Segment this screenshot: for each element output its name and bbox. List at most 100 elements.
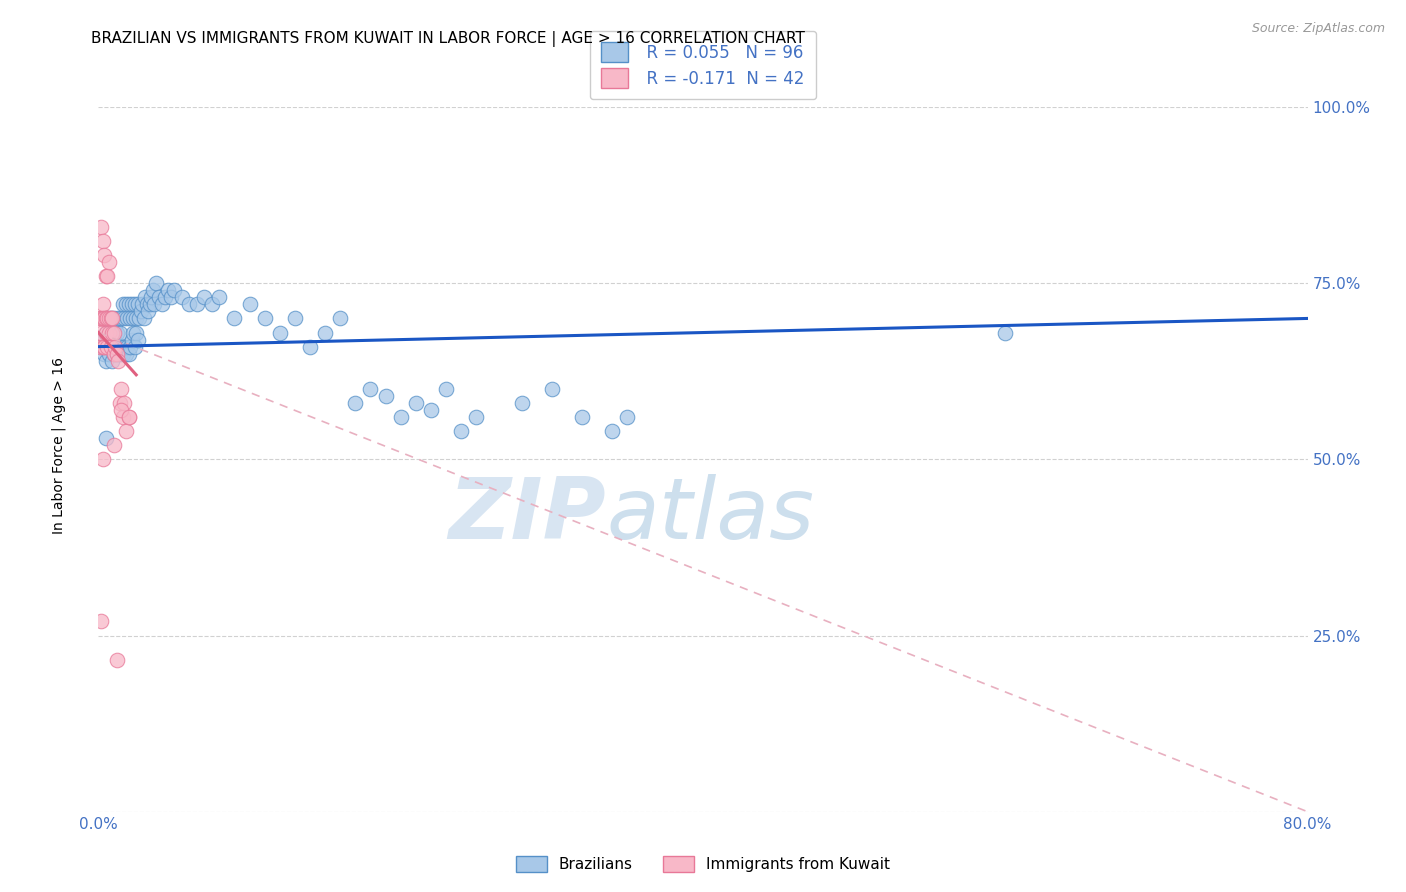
Point <box>186 297 208 311</box>
Point <box>90 340 112 354</box>
Point <box>89 311 111 326</box>
Text: atlas: atlas <box>606 475 814 558</box>
Point <box>91 311 114 326</box>
Text: BRAZILIAN VS IMMIGRANTS FROM KUWAIT IN LABOR FORCE | AGE > 16 CORRELATION CHART: BRAZILIAN VS IMMIGRANTS FROM KUWAIT IN L… <box>91 31 806 47</box>
Point <box>93 311 115 326</box>
Point <box>111 410 134 425</box>
Point <box>104 318 127 333</box>
Point <box>405 396 427 410</box>
Point <box>201 297 224 311</box>
Point <box>145 277 167 291</box>
Point <box>269 326 291 340</box>
Point <box>91 234 114 248</box>
Point <box>616 410 638 425</box>
Point <box>93 340 115 354</box>
Point <box>96 340 118 354</box>
Point <box>103 333 125 347</box>
Point <box>239 297 262 311</box>
Legend:   R = 0.055   N = 96,   R = -0.171  N = 42: R = 0.055 N = 96, R = -0.171 N = 42 <box>589 31 817 99</box>
Point <box>98 346 121 360</box>
Point <box>105 653 128 667</box>
Point <box>127 297 149 311</box>
Point <box>179 297 201 311</box>
Point <box>94 353 117 368</box>
Point <box>110 340 132 354</box>
Point <box>103 438 125 452</box>
Point <box>115 340 138 354</box>
Point <box>105 326 128 340</box>
Point <box>389 410 412 425</box>
Point <box>111 297 134 311</box>
Point <box>994 326 1017 340</box>
Point <box>94 431 117 445</box>
Point <box>90 326 112 340</box>
Point <box>284 311 307 326</box>
Point <box>374 389 396 403</box>
Point <box>98 311 121 326</box>
Point <box>103 346 125 360</box>
Point <box>360 382 382 396</box>
Point <box>139 297 162 311</box>
Point <box>114 297 136 311</box>
Point <box>94 326 117 340</box>
Point <box>100 340 122 354</box>
Point <box>93 248 115 262</box>
Point <box>193 290 215 304</box>
Point <box>108 346 131 360</box>
Point <box>105 346 128 360</box>
Point <box>112 396 135 410</box>
Point <box>103 346 125 360</box>
Point <box>107 353 129 368</box>
Point <box>150 297 173 311</box>
Point <box>103 311 125 326</box>
Text: In Labor Force | Age > 16: In Labor Force | Age > 16 <box>52 358 66 534</box>
Point <box>112 340 135 354</box>
Point <box>101 326 124 340</box>
Point <box>121 297 143 311</box>
Point <box>112 311 135 326</box>
Point <box>96 269 118 284</box>
Point <box>98 326 121 340</box>
Point <box>91 452 114 467</box>
Point <box>434 382 457 396</box>
Text: ZIP: ZIP <box>449 475 606 558</box>
Point <box>224 311 246 326</box>
Point <box>108 326 131 340</box>
Point <box>110 403 132 417</box>
Point <box>110 311 132 326</box>
Point <box>127 333 149 347</box>
Legend: Brazilians, Immigrants from Kuwait: Brazilians, Immigrants from Kuwait <box>509 848 897 880</box>
Point <box>420 403 443 417</box>
Point <box>132 311 155 326</box>
Point <box>96 311 118 326</box>
Point <box>131 297 153 311</box>
Point <box>108 396 131 410</box>
Point <box>91 333 114 347</box>
Point <box>450 424 472 438</box>
Text: Source: ZipAtlas.com: Source: ZipAtlas.com <box>1251 22 1385 36</box>
Point <box>135 297 157 311</box>
Point <box>128 311 150 326</box>
Point <box>124 340 146 354</box>
Point <box>94 326 117 340</box>
Point <box>510 396 533 410</box>
Point <box>103 326 125 340</box>
Point <box>571 410 593 425</box>
Point <box>104 340 127 354</box>
Point <box>314 326 336 340</box>
Point <box>170 290 193 304</box>
Point <box>602 424 624 438</box>
Point <box>89 340 111 354</box>
Point <box>94 311 117 326</box>
Point <box>329 311 352 326</box>
Point <box>101 353 124 368</box>
Point <box>91 297 114 311</box>
Point <box>143 297 166 311</box>
Point <box>94 269 117 284</box>
Point <box>98 255 121 269</box>
Point <box>160 290 183 304</box>
Point <box>90 615 112 629</box>
Point <box>107 311 129 326</box>
Point <box>142 283 165 297</box>
Point <box>111 346 134 360</box>
